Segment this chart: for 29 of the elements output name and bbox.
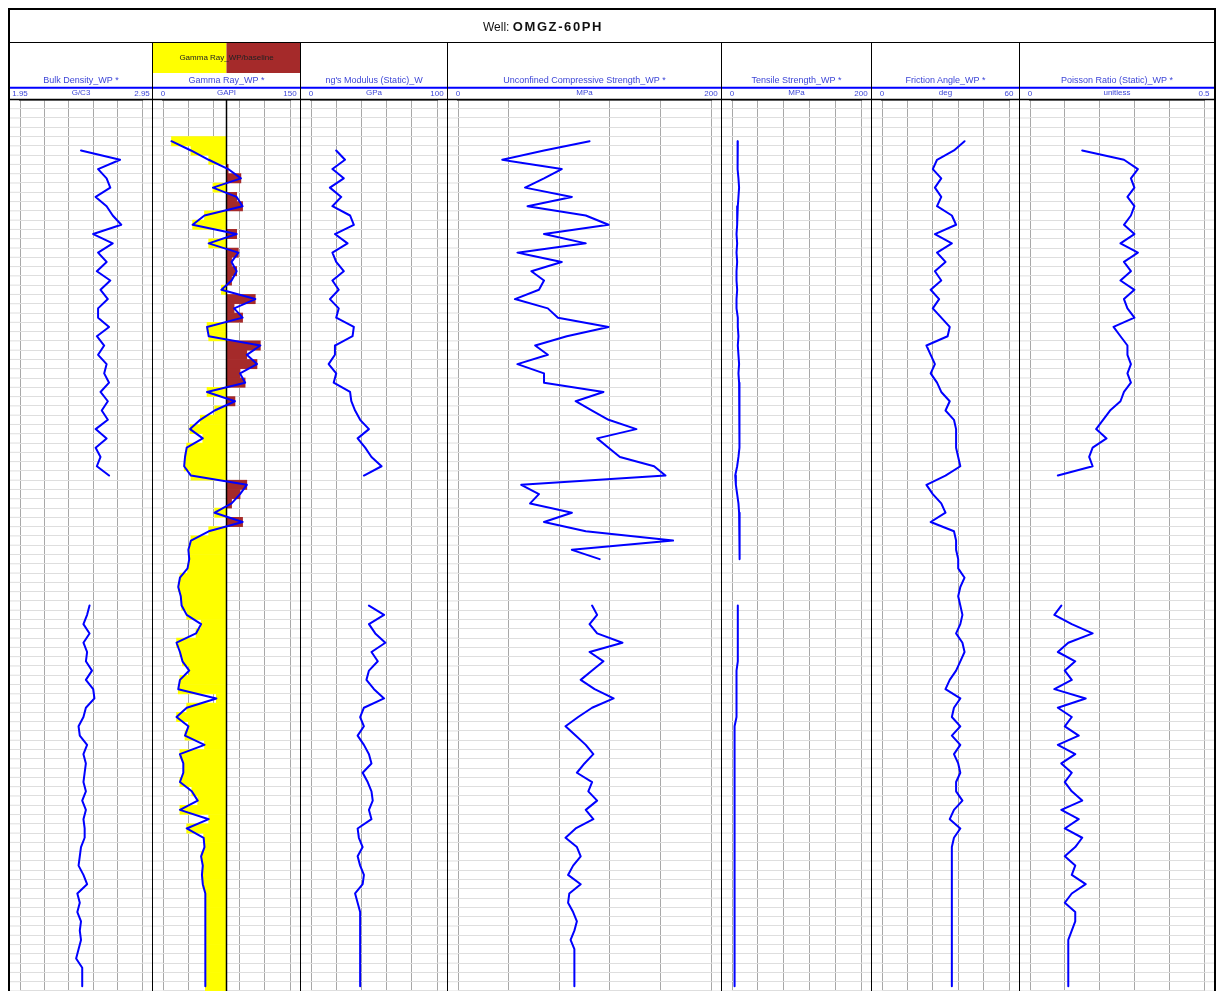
x-tick-label: 150 <box>283 88 298 98</box>
x-axis-title: deg <box>938 87 953 97</box>
x-axis-title: MPa <box>576 87 594 97</box>
x-axis-title: MPa <box>788 87 806 97</box>
x-tick-label: 0.5 <box>1198 88 1211 98</box>
x-tick-label: 0 <box>455 88 461 98</box>
x-tick-label: 0 <box>729 88 735 98</box>
text: Well: OMGZ-60PH <box>482 18 604 34</box>
chart-title: ng's Modulus (Static)_W <box>325 74 424 85</box>
x-tick-label: 0 <box>879 88 885 98</box>
x-tick-label: 2.95 <box>134 88 151 98</box>
x-axis-title: GAPI <box>216 87 237 97</box>
x-tick-label: 0 <box>160 88 166 98</box>
chart-title: Unconfined Compressive Strength_WP * <box>503 74 667 85</box>
x-tick-label: 200 <box>704 88 719 98</box>
x-axis-title: unitless <box>1103 87 1131 97</box>
x-tick-label: 200 <box>854 88 869 98</box>
x-axis-title: G/C3 <box>71 87 91 97</box>
x-tick-label: 0 <box>1027 88 1033 98</box>
x-tick-label: 60 <box>1004 88 1014 98</box>
x-axis-title: GPa <box>365 87 383 97</box>
chart-title: Friction Angle_WP * <box>905 74 986 85</box>
chart-title: Bulk Density_WP * <box>43 74 120 85</box>
x-tick-label: 0 <box>308 88 314 98</box>
x-tick-label: 1.95 <box>12 88 29 98</box>
chart-title: Tensile Strength_WP * <box>751 74 842 85</box>
chart-title: Poisson Ratio (Static)_WP * <box>1061 74 1174 85</box>
x-tick-label: 100 <box>430 88 445 98</box>
chart-title: Gamma Ray_WP * <box>188 74 265 85</box>
